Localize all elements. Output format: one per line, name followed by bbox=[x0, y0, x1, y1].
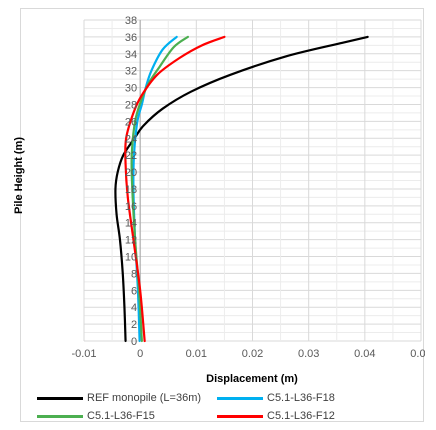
y-tick-label: 16 bbox=[125, 201, 137, 213]
chart-svg: 02468101214161820222426283032343638-0.01… bbox=[71, 15, 425, 385]
series-lines bbox=[114, 35, 369, 343]
legend-item: C5.1-L36-F15 bbox=[37, 410, 217, 422]
y-tick-label: 12 bbox=[125, 235, 137, 247]
x-tick-label: 0 bbox=[137, 348, 143, 360]
y-tick-label: 10 bbox=[125, 252, 137, 264]
x-tick-label: 0.02 bbox=[242, 348, 263, 360]
legend-item: REF monopile (L=36m) bbox=[37, 392, 217, 404]
legend: REF monopile (L=36m) C5.1-L36-F18 C5.1-L36… bbox=[37, 389, 397, 425]
y-tick-label: 4 bbox=[131, 302, 137, 314]
y-tick-label: 14 bbox=[125, 218, 137, 230]
y-tick-label: 38 bbox=[125, 15, 137, 27]
y-tick-label: 24 bbox=[125, 133, 137, 145]
x-tick-label: -0.01 bbox=[71, 348, 96, 360]
y-axis-title: Pile Height (m) bbox=[13, 136, 25, 214]
series-line-1 bbox=[114, 35, 369, 343]
legend-label: C5.1-L36-F15 bbox=[87, 410, 155, 422]
y-tick-label: 8 bbox=[131, 268, 137, 280]
tick-labels: 02468101214161820222426283032343638-0.01… bbox=[71, 15, 425, 360]
y-tick-label: 6 bbox=[131, 285, 137, 297]
series-line-4 bbox=[124, 35, 226, 343]
x-tick-label: 0.05 bbox=[410, 348, 425, 360]
y-tick-label: 0 bbox=[131, 336, 137, 348]
x-tick-label: 0.03 bbox=[298, 348, 319, 360]
y-tick-label: 26 bbox=[125, 116, 137, 128]
legend-swatch bbox=[217, 396, 263, 400]
y-tick-label: 2 bbox=[131, 319, 137, 331]
legend-row: C5.1-L36-F15 C5.1-L36-F12 bbox=[37, 407, 397, 425]
chart-frame: 0 2 4 6 8 10 12 14 16 18 20 22 24 26 28 30 32 34 36 38 -0.01… bbox=[13, 8, 425, 425]
x-tick-label: 0.04 bbox=[354, 348, 375, 360]
x-tick-label: 0.01 bbox=[186, 348, 207, 360]
y-tick-label: 34 bbox=[125, 49, 137, 61]
y-tick-label: 22 bbox=[125, 150, 137, 162]
legend-item: C5.1-L36-F18 bbox=[217, 392, 397, 404]
y-tick-label: 18 bbox=[125, 184, 137, 196]
y-tick-label: 36 bbox=[125, 32, 137, 44]
legend-row: REF monopile (L=36m) C5.1-L36-F18 bbox=[37, 389, 397, 407]
y-tick-label: 30 bbox=[125, 83, 137, 95]
x-axis-title: Displacement (m) bbox=[206, 373, 298, 385]
y-tick-label: 32 bbox=[125, 66, 137, 78]
legend-swatch bbox=[37, 414, 83, 418]
legend-label: C5.1-L36-F12 bbox=[267, 410, 335, 422]
legend-swatch bbox=[217, 414, 263, 418]
legend-label: C5.1-L36-F18 bbox=[267, 392, 335, 404]
legend-swatch bbox=[37, 396, 83, 400]
y-tick-label: 28 bbox=[125, 99, 137, 111]
y-tick-label: 20 bbox=[125, 167, 137, 179]
legend-item: C5.1-L36-F12 bbox=[217, 410, 397, 422]
legend-label: REF monopile (L=36m) bbox=[87, 392, 202, 404]
